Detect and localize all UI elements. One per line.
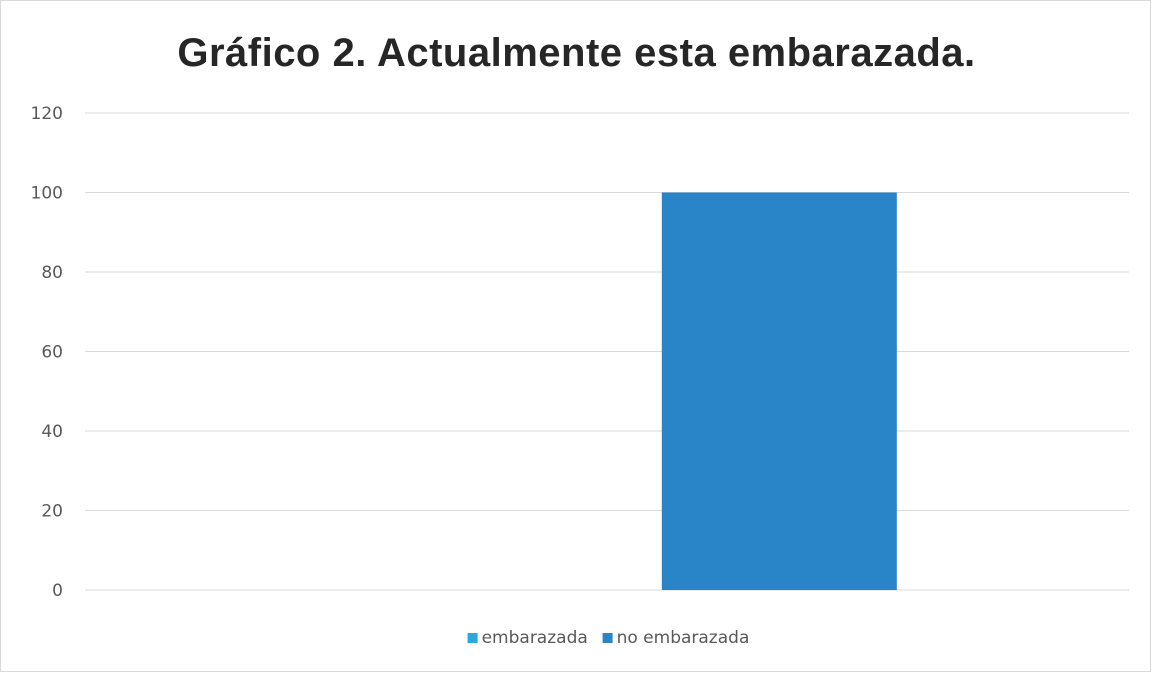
y-tick-label-80: 80 [41,263,63,283]
y-tick-label-60: 60 [41,343,63,363]
y-tick-label-40: 40 [41,422,63,442]
y-tick-label-100: 100 [31,184,63,204]
chart-title: Gráfico 2. Actualmente esta embarazada. [177,31,976,75]
legend-swatch-no-embarazada [602,633,613,643]
y-tick-label-120: 120 [31,104,63,124]
y-tick-label-0: 0 [52,581,63,601]
y-tick-label-20: 20 [41,502,63,522]
legend-label-embarazada: embarazada [482,628,588,648]
legend-label-no-embarazada: no embarazada [617,628,750,648]
bar-no-embarazada [661,192,897,590]
legend-swatch-embarazada [467,633,478,643]
